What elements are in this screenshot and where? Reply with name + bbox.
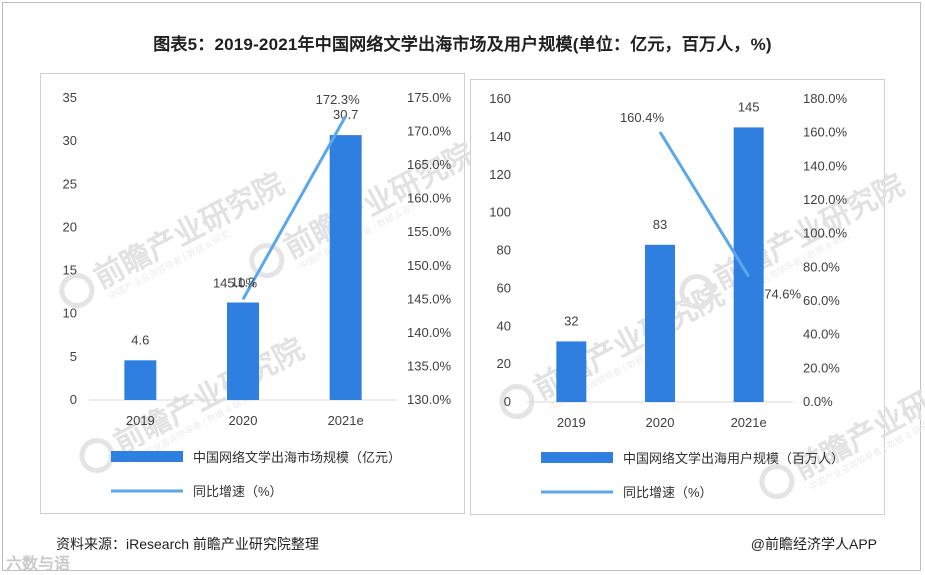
y-left-tick-label: 20	[63, 219, 77, 234]
growth-line	[658, 131, 750, 278]
line-value-label: 145.0%	[213, 275, 258, 290]
legend-bar-swatch	[541, 452, 613, 463]
y-left-tick-label: 0	[504, 394, 511, 409]
y-right-tick-label: 140.0%	[803, 158, 848, 173]
y-left-tick-label: 5	[70, 349, 77, 364]
y-left-tick-label: 15	[63, 263, 77, 278]
x-tick-label: 2019	[126, 413, 155, 428]
y-left-tick-label: 35	[63, 90, 77, 105]
y-right-tick-label: 135.0%	[407, 358, 452, 373]
x-tick-label: 2021e	[731, 415, 767, 430]
y-right-tick-label: 160.0%	[803, 125, 848, 140]
y-right-tick-label: 80.0%	[803, 259, 840, 274]
legend-line-label: 同比增速（%）	[193, 484, 283, 499]
bar	[227, 302, 259, 400]
y-right-tick-label: 120.0%	[803, 192, 848, 207]
y-right-tick-label: 160.0%	[407, 191, 452, 206]
legend-bar-label: 中国网络文学出海市场规模（亿元）	[193, 450, 401, 465]
bar-value-label: 4.6	[131, 332, 149, 347]
legend-bar-label: 中国网络文学出海用户规模（百万人）	[623, 451, 844, 466]
y-left-tick-label: 100	[489, 205, 511, 220]
watermark-logo-icon	[759, 463, 795, 499]
bar-value-label: 32	[564, 313, 578, 328]
x-tick-label: 2021e	[328, 413, 364, 428]
bar	[556, 341, 587, 402]
watermark-logo-icon	[679, 273, 715, 309]
y-left-tick-label: 30	[63, 133, 77, 148]
user-size-panel: 前瞻产业研究院 中国产业咨询领导者 | 数据 & 研究 前瞻产业研究院 中国产业咨询领…	[470, 79, 925, 515]
y-right-tick-label: 60.0%	[803, 293, 840, 308]
y-right-tick-label: 165.0%	[407, 157, 452, 172]
brand-credit: @前瞻经济学人APP	[750, 536, 877, 552]
y-left-tick-label: 40	[497, 318, 511, 333]
y-left-tick-label: 20	[497, 356, 511, 371]
source-note: 资料来源：iResearch 前瞻产业研究院整理	[56, 536, 319, 552]
line-value-label: 160.4%	[620, 110, 665, 125]
bar	[645, 244, 675, 402]
bar-value-label: 83	[653, 217, 667, 232]
legend-line-label: 同比增速（%）	[623, 485, 713, 500]
line-value-label: 172.3%	[316, 92, 361, 107]
y-right-tick-label: 40.0%	[803, 327, 840, 342]
watermark-logo-icon	[59, 272, 95, 308]
y-right-tick-label: 140.0%	[407, 325, 452, 340]
y-right-tick-label: 20.0%	[803, 360, 840, 375]
y-right-tick-label: 180.0%	[803, 91, 848, 106]
y-left-tick-label: 120	[489, 167, 511, 182]
y-right-tick-label: 150.0%	[407, 258, 452, 273]
y-right-tick-label: 130.0%	[407, 392, 452, 407]
y-left-tick-label: 160	[489, 91, 511, 106]
legend-bar-swatch	[111, 451, 183, 462]
y-right-tick-label: 0.0%	[803, 394, 833, 409]
y-left-tick-label: 0	[70, 392, 77, 407]
x-tick-label: 2020	[646, 415, 675, 430]
y-right-tick-label: 100.0%	[803, 226, 848, 241]
market-size-panel: 前瞻产业研究院 中国产业咨询领导者 | 数据 & 研究 前瞻产业研究院 中国产业咨询领…	[40, 73, 480, 514]
watermark-logo-icon	[249, 242, 285, 278]
bar	[124, 360, 157, 400]
y-left-tick-label: 10	[63, 306, 77, 321]
legend: 中国网络文学出海用户规模（百万人） 同比增速（%）	[541, 451, 844, 500]
growth-line	[241, 115, 347, 301]
watermark-logo-icon	[499, 383, 535, 419]
watermark-logo-icon	[79, 437, 115, 473]
chart-title: 图表5：2019-2021年中国网络文学出海市场及用户规模(单位：亿元，百万人，…	[153, 35, 772, 54]
y-left-tick-label: 25	[63, 176, 77, 191]
y-right-tick-label: 170.0%	[407, 124, 452, 139]
x-tick-label: 2019	[557, 415, 586, 430]
corner-watermark: 六数与语	[6, 556, 71, 573]
y-right-tick-label: 145.0%	[407, 291, 452, 306]
bar-value-label: 30.7	[333, 107, 358, 122]
y-right-tick-label: 175.0%	[407, 90, 452, 105]
y-right-tick-label: 155.0%	[407, 224, 452, 239]
line-value-label: 74.6%	[764, 286, 801, 301]
y-left-tick-label: 60	[497, 280, 511, 295]
bar	[329, 135, 362, 401]
legend: 中国网络文学出海市场规模（亿元） 同比增速（%）	[111, 450, 401, 499]
y-left-tick-label: 80	[497, 243, 511, 258]
y-left-tick-label: 140	[489, 129, 511, 144]
x-tick-label: 2020	[229, 413, 258, 428]
bar	[733, 127, 764, 402]
bar-value-label: 145	[738, 99, 760, 114]
